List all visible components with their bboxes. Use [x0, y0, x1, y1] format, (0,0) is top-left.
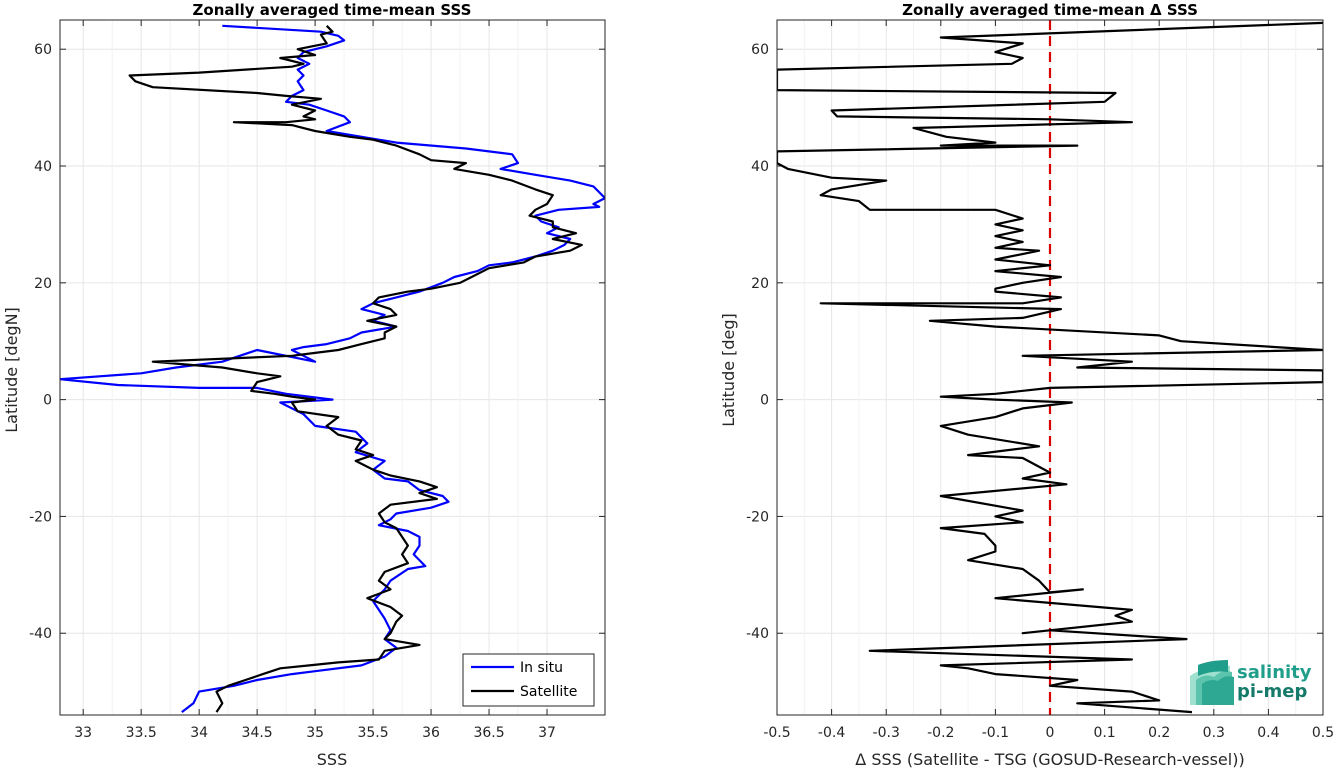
series-line-delta	[777, 21, 1323, 714]
delta-y-tick-label: 40	[751, 159, 769, 175]
delta-x-tick-label: 0.1	[1093, 725, 1115, 741]
delta-series	[777, 21, 1323, 714]
delta-y-tick-label: -40	[746, 626, 769, 642]
sss-series	[60, 24, 605, 713]
delta-sss-panel: Zonally averaged time-mean Δ SSS Δ SSS (…	[719, 1, 1334, 769]
sss-axes-box	[59, 19, 606, 716]
sss-y-tick-label: -20	[29, 509, 52, 525]
sss-ticks: 33 33.5 34 34.5 35 35.5 36 36.5 37 -40 -20 0 20 40 60	[29, 20, 605, 741]
delta-y-tick-label: 60	[751, 42, 769, 58]
sss-grid	[60, 20, 605, 715]
legend-box	[462, 653, 595, 707]
delta-y-tick-label: 0	[760, 393, 769, 409]
legend-label-satellite: Satellite	[520, 684, 577, 700]
delta-ticks: -0.5 -0.4 -0.3 -0.2 -0.1 0 0.1 0.2 0.3 0.4 0.5 -40 -…	[746, 20, 1334, 741]
sss-chart-title: Zonally averaged time-mean SSS	[193, 1, 472, 19]
sss-y-tick-label: 20	[34, 276, 52, 292]
delta-x-tick-label: 0.5	[1312, 725, 1334, 741]
delta-x-tick-label: 0.4	[1257, 725, 1279, 741]
sss-x-tick-label: 36	[422, 725, 440, 741]
delta-x-tick-label: -0.2	[927, 725, 954, 741]
series-line-satellite	[128, 25, 583, 713]
logo-waves-icon	[1190, 660, 1234, 705]
sss-x-tick-label: 36.5	[473, 725, 504, 741]
delta-y-tick-label: -20	[746, 509, 769, 525]
delta-x-tick-label: 0.3	[1203, 725, 1225, 741]
legend: In situ Satellite	[462, 653, 595, 707]
sss-x-tick-label: 34	[190, 725, 208, 741]
delta-x-tick-label: -0.3	[873, 725, 900, 741]
sss-panel: Zonally averaged time-mean SSS SSS Latit…	[2, 1, 606, 769]
delta-x-tick-label: 0.2	[1148, 725, 1170, 741]
sss-x-tick-label: 37	[538, 725, 556, 741]
logo-text-line1: salinity	[1237, 662, 1312, 683]
legend-label-in-situ: In situ	[520, 660, 563, 676]
sss-y-tick-label: -40	[29, 626, 52, 642]
sss-x-tick-label: 35	[306, 725, 324, 741]
delta-chart-title: Zonally averaged time-mean Δ SSS	[902, 1, 1198, 19]
sss-x-tick-label: 33	[74, 725, 92, 741]
delta-y-axis-label: Latitude [deg]	[719, 313, 738, 427]
sss-x-tick-label: 35.5	[357, 725, 388, 741]
logo-text-line2: pi-mep	[1237, 681, 1307, 702]
sss-y-tick-label: 0	[43, 393, 52, 409]
delta-x-tick-label: 0	[1046, 725, 1055, 741]
sss-x-axis-label: SSS	[317, 750, 347, 769]
sss-y-tick-label: 40	[34, 159, 52, 175]
delta-x-axis-label: Δ SSS (Satellite - TSG (GOSUD-Research-v…	[855, 750, 1244, 769]
delta-x-tick-label: -0.5	[763, 725, 790, 741]
series-line-in-situ	[60, 24, 605, 713]
sss-y-axis-label: Latitude [degN]	[2, 307, 21, 433]
sss-y-tick-label: 60	[34, 42, 52, 58]
sss-x-tick-label: 33.5	[126, 725, 157, 741]
delta-axes-box	[776, 19, 1324, 716]
delta-y-tick-label: 20	[751, 276, 769, 292]
salinity-pi-mep-logo: salinity pi-mep	[1190, 660, 1312, 705]
sss-x-tick-label: 34.5	[242, 725, 273, 741]
delta-x-tick-label: -0.1	[982, 725, 1009, 741]
delta-x-tick-label: -0.4	[818, 725, 845, 741]
